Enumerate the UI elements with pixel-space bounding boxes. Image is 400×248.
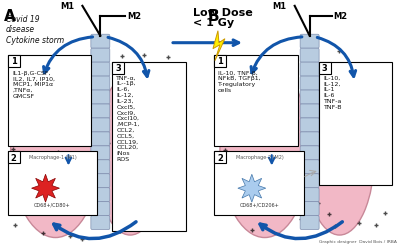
Text: M2: M2 xyxy=(127,12,141,21)
FancyBboxPatch shape xyxy=(112,62,124,74)
FancyBboxPatch shape xyxy=(318,62,330,74)
Text: Macrophage-2 (M2): Macrophage-2 (M2) xyxy=(236,155,284,160)
Polygon shape xyxy=(213,31,225,61)
Ellipse shape xyxy=(11,63,100,238)
FancyBboxPatch shape xyxy=(91,104,110,118)
FancyBboxPatch shape xyxy=(214,55,226,67)
Text: 1: 1 xyxy=(217,57,223,66)
FancyBboxPatch shape xyxy=(214,151,226,163)
Text: TNF-α,
IL--1β,
IL-6,
IL-12,
IL-23,
Cxcl5,
Cxcl9,
Cxcl10,
,MCP-1,
CCL2,
CCL5,
CCL: TNF-α, IL--1β, IL-6, IL-12, IL-23, Cxcl5… xyxy=(116,76,140,162)
Text: M2: M2 xyxy=(334,12,348,21)
FancyBboxPatch shape xyxy=(91,202,110,216)
FancyBboxPatch shape xyxy=(300,174,319,188)
FancyBboxPatch shape xyxy=(91,132,110,146)
FancyBboxPatch shape xyxy=(91,62,110,76)
Text: 3: 3 xyxy=(116,64,121,73)
FancyBboxPatch shape xyxy=(214,151,304,215)
Text: 2: 2 xyxy=(11,154,16,163)
FancyBboxPatch shape xyxy=(91,76,110,90)
FancyBboxPatch shape xyxy=(91,188,110,202)
FancyBboxPatch shape xyxy=(91,48,110,62)
FancyBboxPatch shape xyxy=(91,90,110,104)
FancyBboxPatch shape xyxy=(8,151,20,163)
Text: 2: 2 xyxy=(217,154,223,163)
Text: IL-10,
IL-12,
IL-1
IL-6
TNF-a
TNF-B: IL-10, IL-12, IL-1 IL-6 TNF-a TNF-B xyxy=(324,76,342,110)
Text: Covid 19
disease
Cytokine storm: Covid 19 disease Cytokine storm xyxy=(6,15,64,45)
FancyBboxPatch shape xyxy=(300,62,319,76)
Text: IL1-β,G-CSF,
IL2, IL7, IP10,
MCP1, MIP1α
,TNFα,
GMCSF: IL1-β,G-CSF, IL2, IL7, IP10, MCP1, MIP1α… xyxy=(13,71,55,99)
FancyBboxPatch shape xyxy=(300,104,319,118)
Text: CD68+/CD206+: CD68+/CD206+ xyxy=(240,202,280,207)
Polygon shape xyxy=(238,174,266,202)
FancyBboxPatch shape xyxy=(91,146,110,160)
Text: A: A xyxy=(4,9,16,24)
FancyBboxPatch shape xyxy=(214,55,298,146)
FancyBboxPatch shape xyxy=(112,62,186,231)
FancyBboxPatch shape xyxy=(318,62,392,185)
Ellipse shape xyxy=(305,76,374,235)
Text: B: B xyxy=(208,9,220,24)
Text: < 1 Gy: < 1 Gy xyxy=(193,18,234,28)
FancyBboxPatch shape xyxy=(91,34,110,48)
FancyBboxPatch shape xyxy=(91,216,110,230)
Ellipse shape xyxy=(220,63,310,238)
Text: M1: M1 xyxy=(60,2,74,11)
FancyBboxPatch shape xyxy=(300,216,319,230)
FancyBboxPatch shape xyxy=(300,160,319,174)
FancyBboxPatch shape xyxy=(300,90,319,104)
Text: IL-10, TNF-β,
NFkB, TGFβ1,
T-regulatory
cells: IL-10, TNF-β, NFkB, TGFβ1, T-regulatory … xyxy=(218,71,260,93)
FancyBboxPatch shape xyxy=(300,118,319,132)
FancyBboxPatch shape xyxy=(300,188,319,202)
Text: M1: M1 xyxy=(272,2,287,11)
FancyBboxPatch shape xyxy=(300,132,319,146)
FancyBboxPatch shape xyxy=(300,48,319,62)
Ellipse shape xyxy=(95,76,165,235)
FancyBboxPatch shape xyxy=(300,76,319,90)
Text: Graphic designer  David Bois / IRBA: Graphic designer David Bois / IRBA xyxy=(320,240,397,244)
Text: 1: 1 xyxy=(11,57,16,66)
FancyBboxPatch shape xyxy=(300,146,319,160)
FancyBboxPatch shape xyxy=(8,55,20,67)
FancyBboxPatch shape xyxy=(91,174,110,188)
Text: CD68+/CD80+: CD68+/CD80+ xyxy=(34,202,71,207)
Text: 3: 3 xyxy=(322,64,328,73)
Text: Low Dose: Low Dose xyxy=(193,8,253,18)
FancyBboxPatch shape xyxy=(300,202,319,216)
FancyBboxPatch shape xyxy=(91,160,110,174)
FancyBboxPatch shape xyxy=(8,151,97,215)
FancyBboxPatch shape xyxy=(300,34,319,48)
Polygon shape xyxy=(32,174,60,202)
FancyBboxPatch shape xyxy=(91,118,110,132)
FancyBboxPatch shape xyxy=(8,55,91,146)
Text: Macrophage-1 (M1): Macrophage-1 (M1) xyxy=(29,155,76,160)
